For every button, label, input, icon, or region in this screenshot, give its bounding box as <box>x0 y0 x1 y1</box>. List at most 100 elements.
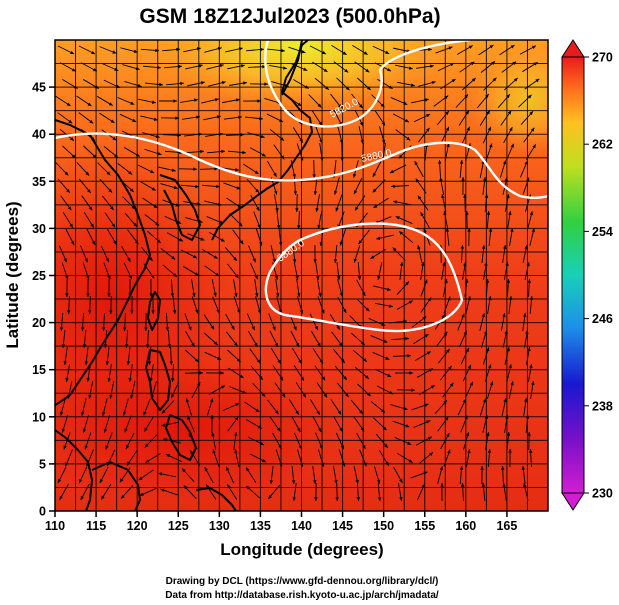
wind-vector-head <box>445 228 450 232</box>
wind-vector-head <box>281 393 286 398</box>
wind-vector-head <box>114 67 119 71</box>
wind-vector-head <box>151 310 155 314</box>
wind-vector-head <box>153 204 158 208</box>
wind-vector-head <box>194 98 198 102</box>
wind-vector-head <box>322 50 327 55</box>
wind-vector-head <box>111 223 116 228</box>
wind-vector-head <box>169 361 173 365</box>
wind-vector-head <box>399 262 404 266</box>
grid <box>55 40 548 511</box>
wind-vector-head <box>187 415 191 420</box>
wind-vector-head <box>481 313 485 318</box>
wind-vector-head <box>278 242 283 246</box>
wind-vector-head <box>150 169 155 174</box>
wind-vector-head <box>529 211 534 216</box>
wind-vector-head <box>302 393 306 398</box>
wind-vector-head <box>382 426 387 431</box>
wind-vector-head <box>410 83 415 87</box>
wind-vector-head <box>468 45 473 49</box>
wind-vector-head <box>159 82 163 87</box>
wind-vector-head <box>63 258 67 263</box>
wind-vector-head <box>193 254 198 259</box>
wind-vector-head <box>161 423 166 427</box>
wind-vector-head <box>460 483 465 487</box>
wind-vector-head <box>467 449 471 453</box>
wind-vector-head <box>180 81 184 86</box>
wind-vector-head <box>101 495 105 500</box>
wind-vector-head <box>158 472 163 476</box>
wind-vector-head <box>181 468 186 473</box>
wind-vector-head <box>297 293 301 297</box>
wind-vector-head <box>274 343 279 348</box>
wind-vector-head <box>195 184 199 189</box>
wind-vector-head <box>316 410 320 415</box>
wind-vector-head <box>506 432 511 436</box>
wind-vector-head <box>276 225 281 229</box>
wind-vector-head <box>393 200 398 204</box>
wind-vector-head <box>503 398 507 403</box>
coast-japan <box>211 40 313 241</box>
wind-vector-head <box>84 361 89 365</box>
wind-vector-head <box>59 495 63 500</box>
wind-vector-head <box>363 358 367 362</box>
wind-vector-head <box>441 314 445 319</box>
wind-vector-head <box>422 316 427 321</box>
wind-vector-head <box>246 485 251 490</box>
wind-vector-head <box>269 480 274 484</box>
wind-vector-head <box>101 327 106 331</box>
wind-vector-head <box>242 390 247 394</box>
wind-vector-head <box>199 371 203 375</box>
wind-vector-head <box>261 458 266 463</box>
colorbar-tick-label: 246 <box>592 312 613 326</box>
wind-vector-head <box>503 245 507 249</box>
wind-vector-head <box>220 385 225 389</box>
wind-vector-head <box>469 381 473 386</box>
wind-vector-head <box>170 293 175 297</box>
x-tick-label: 135 <box>250 519 271 533</box>
wind-vector-head <box>358 104 363 109</box>
wind-vector-head <box>112 50 117 54</box>
wind-vector-head <box>177 133 181 137</box>
wind-vector-head <box>105 445 109 450</box>
wind-vector-head <box>57 479 62 484</box>
wind-vector-head <box>387 373 392 377</box>
wind-vector-head <box>508 449 512 453</box>
wind-vector-head <box>357 276 362 280</box>
wind-vector-head <box>430 64 434 68</box>
wind-vector-head <box>210 325 215 330</box>
wind-vector-head <box>502 313 506 317</box>
wind-vector-head <box>259 375 263 380</box>
wind-vector-head <box>163 438 168 442</box>
wind-vector-head <box>165 327 170 331</box>
wind-vector-head <box>492 77 497 82</box>
wind-vector-head <box>321 376 326 381</box>
wind-vector-head <box>441 194 445 199</box>
wind-vector-head <box>427 436 432 440</box>
wind-vector-head <box>107 293 111 297</box>
wind-vector-head <box>318 293 322 297</box>
credit-line-1: Drawing by DCL (https://www.gfd-dennou.o… <box>166 576 439 587</box>
wind-vector-head <box>254 170 259 174</box>
wind-vector-head <box>143 411 147 416</box>
wind-vector-head <box>488 296 492 300</box>
wind-vector-head <box>178 64 182 69</box>
wind-vector-head <box>405 118 410 123</box>
wind-vector-head <box>80 495 84 500</box>
wind-vector-head <box>63 361 67 365</box>
wind-vectors <box>55 44 540 502</box>
wind-vector-head <box>259 116 263 121</box>
wind-vector-head <box>213 341 218 346</box>
height-contours <box>55 40 548 333</box>
wind-vector-head <box>521 466 526 470</box>
wind-vector-head <box>318 121 322 126</box>
wind-vector-head <box>491 61 496 65</box>
wind-vector-head <box>151 100 156 104</box>
wind-vector-head <box>323 68 328 72</box>
wind-vector-head <box>336 325 340 330</box>
wind-vector-head <box>173 99 177 103</box>
wind-vector-head <box>211 432 215 437</box>
wind-vector-head <box>242 150 246 155</box>
wind-vector-head <box>107 378 111 382</box>
wind-vector-head <box>84 258 88 263</box>
wind-vector-head <box>239 374 244 378</box>
